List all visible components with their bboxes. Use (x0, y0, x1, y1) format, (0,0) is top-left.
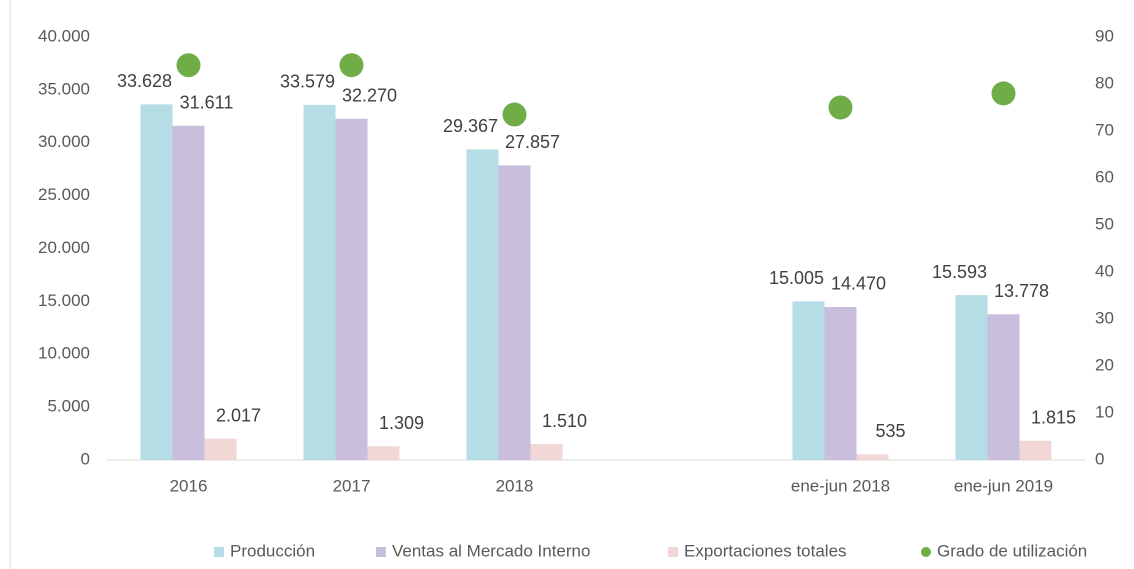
y2-tick-label: 20 (1095, 355, 1114, 374)
y2-tick-label: 40 (1095, 261, 1114, 280)
y-tick-label: 25.000 (38, 185, 90, 204)
bar (172, 125, 205, 460)
value-label: 14.470 (831, 274, 886, 294)
dot (502, 102, 527, 127)
value-label: 1.510 (542, 411, 587, 431)
y-tick-label: 0 (81, 449, 90, 468)
value-label: 32.270 (342, 85, 397, 105)
dot (828, 95, 853, 120)
value-label: 15.593 (932, 262, 987, 282)
y-tick-label: 5.000 (47, 397, 90, 416)
x-tick-label: ene-jun 2018 (791, 476, 890, 495)
bar (824, 306, 857, 460)
bar (856, 454, 889, 460)
value-label: 33.579 (280, 72, 335, 92)
value-label: 27.857 (505, 132, 560, 152)
value-label: 2.017 (216, 405, 261, 425)
y-tick-label: 35.000 (38, 79, 90, 98)
x-tick-label: 2017 (333, 476, 371, 495)
dot (991, 81, 1016, 106)
legend-label: Ventas al Mercado Interno (392, 541, 590, 560)
x-tick-label: 2016 (170, 476, 208, 495)
bar (367, 446, 400, 460)
value-label: 13.778 (994, 281, 1049, 301)
value-label: 1.309 (379, 413, 424, 433)
legend-label: Grado de utilización (937, 541, 1087, 560)
y2-tick-label: 70 (1095, 120, 1114, 139)
bar (335, 118, 368, 460)
bar (466, 149, 499, 460)
legend-marker (214, 547, 224, 557)
dot (339, 53, 364, 78)
bar (792, 301, 825, 460)
bar (498, 165, 531, 460)
y-tick-label: 40.000 (38, 26, 90, 45)
y-tick-label: 15.000 (38, 291, 90, 310)
y2-tick-label: 0 (1095, 449, 1104, 468)
value-label: 15.005 (769, 268, 824, 288)
bar (987, 314, 1020, 460)
x-tick-label: ene-jun 2019 (954, 476, 1053, 495)
y2-tick-label: 50 (1095, 214, 1114, 233)
legend-label: Exportaciones totales (684, 541, 847, 560)
y2-tick-label: 30 (1095, 308, 1114, 327)
bar (1019, 440, 1052, 460)
y2-tick-label: 80 (1095, 73, 1114, 92)
value-label: 29.367 (443, 116, 498, 136)
x-tick-label: 2018 (496, 476, 534, 495)
legend-label: Producción (230, 541, 315, 560)
y-tick-label: 10.000 (38, 344, 90, 363)
y2-tick-label: 60 (1095, 167, 1114, 186)
y2-tick-label: 90 (1095, 26, 1114, 45)
value-label: 31.611 (180, 92, 234, 112)
dot (176, 53, 201, 78)
legend-marker (376, 547, 386, 557)
bar (530, 444, 563, 460)
legend-marker (921, 547, 931, 557)
y-tick-label: 30.000 (38, 132, 90, 151)
value-label: 33.628 (117, 71, 172, 91)
value-label: 1.815 (1031, 408, 1076, 428)
legend-marker (668, 547, 678, 557)
bar (140, 104, 173, 460)
y2-tick-label: 10 (1095, 402, 1114, 421)
value-label: 535 (875, 421, 905, 441)
bar (303, 104, 336, 461)
bar (955, 295, 988, 460)
bar (204, 438, 237, 460)
y-tick-label: 20.000 (38, 238, 90, 257)
